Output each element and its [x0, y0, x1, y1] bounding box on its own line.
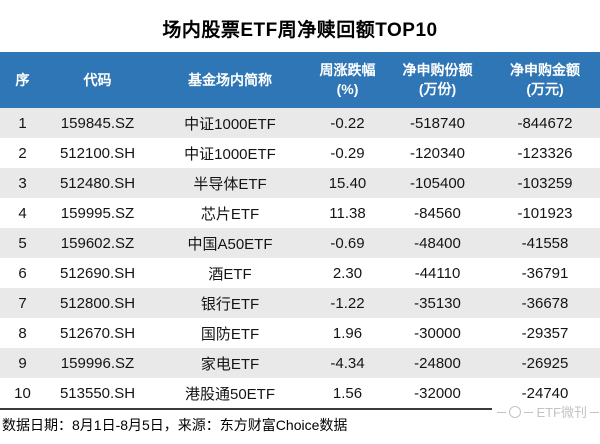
table-row: 7 512800.SH 银行ETF -1.22 -35130 -36678 [0, 288, 600, 318]
column-header-unit: (万份) [418, 81, 457, 97]
column-header-label: 净申购份额 [402, 62, 473, 78]
cell-net-amount: -36678 [521, 294, 569, 312]
cell-seq: 1 [18, 114, 27, 132]
cell-weekly-change: -0.22 [330, 114, 365, 132]
cell-code: 512670.SH [59, 324, 136, 342]
cell-net-shares: -518740 [409, 114, 466, 132]
cell-fund-name: 国防ETF [200, 325, 260, 343]
etf-weikan-logo-icon [509, 406, 522, 418]
column-header-label: 周涨跌幅 [319, 62, 376, 78]
table-row: 1 159845.SZ 中证1000ETF -0.22 -518740 -844… [0, 108, 600, 138]
table-row: 2 512100.SH 中证1000ETF -0.29 -120340 -123… [0, 138, 600, 168]
cell-seq: 8 [18, 324, 27, 342]
cell-net-shares: -24800 [414, 354, 461, 372]
cell-weekly-change: 2.30 [332, 264, 363, 282]
cell-net-shares: -30000 [414, 324, 461, 342]
cell-seq: 10 [14, 384, 31, 402]
cell-code: 513550.SH [59, 384, 136, 402]
cell-seq: 6 [18, 264, 27, 282]
footer-divider [0, 408, 600, 410]
cell-seq: 2 [18, 144, 27, 162]
watermark-etf-weikan: ETF微刊 [492, 402, 600, 422]
column-header-fund-name: 基金场内简称 [150, 52, 310, 108]
cell-net-amount: -123326 [517, 144, 573, 162]
table-row: 4 159995.SZ 芯片ETF 11.38 -84560 -101923 [0, 198, 600, 228]
cell-net-shares: -44110 [414, 264, 461, 282]
cell-code: 512800.SH [59, 294, 136, 312]
table-row: 9 159996.SZ 家电ETF -4.34 -24800 -26925 [0, 348, 600, 378]
cell-weekly-change: 15.40 [328, 174, 367, 192]
cell-fund-name: 中国A50ETF [187, 235, 273, 253]
column-header-label: 净申购金额 [510, 62, 580, 78]
table-row: 6 512690.SH 酒ETF 2.30 -44110 -36791 [0, 258, 600, 288]
cell-fund-name: 中证1000ETF [184, 145, 276, 163]
cell-code: 512100.SH [59, 144, 136, 162]
column-header-net-amount: 净申购金额 (万元) [490, 52, 600, 108]
source-note: 数据日期：8月1日-8月5日，来源：东方财富Choice数据 [2, 417, 348, 433]
cell-net-shares: -35130 [414, 294, 461, 312]
etf-table: 序 代码 基金场内简称 周涨跌幅 (%) 净申购份额 (万份) 净申购金额 (万元) … [0, 52, 600, 408]
cell-net-amount: -29357 [521, 324, 569, 342]
cell-fund-name: 家电ETF [200, 355, 260, 373]
cell-seq: 3 [18, 174, 27, 192]
dash-decoration [497, 411, 507, 413]
cell-weekly-change: -0.69 [330, 234, 365, 252]
cell-code: 159996.SZ [60, 354, 135, 372]
cell-net-shares: -32000 [414, 384, 461, 402]
table-row: 5 159602.SZ 中国A50ETF -0.69 -48400 -41558 [0, 228, 600, 258]
cell-fund-name: 芯片ETF [200, 205, 260, 223]
cell-net-amount: -101923 [517, 204, 573, 222]
cell-net-shares: -120340 [409, 144, 466, 162]
cell-code: 512690.SH [59, 264, 136, 282]
cell-fund-name: 港股通50ETF [184, 385, 275, 403]
cell-seq: 9 [18, 354, 27, 372]
table-row: 10 513550.SH 港股通50ETF 1.56 -32000 -24740 [0, 378, 600, 408]
cell-net-shares: -105400 [409, 174, 466, 192]
cell-fund-name: 银行ETF [200, 295, 260, 313]
cell-net-amount: -103259 [517, 174, 573, 192]
watermark-label: ETF微刊 [536, 404, 587, 420]
cell-weekly-change: 1.56 [332, 384, 363, 402]
column-header-code: 代码 [45, 52, 150, 108]
cell-net-amount: -41558 [521, 234, 569, 252]
column-header-net-shares: 净申购份额 (万份) [385, 52, 490, 108]
cell-code: 159845.SZ [60, 114, 135, 132]
cell-weekly-change: -1.22 [330, 294, 365, 312]
page-title: 场内股票ETF周净赎回额TOP10 [162, 20, 438, 41]
cell-net-amount: -26925 [521, 354, 569, 372]
column-header-label: 代码 [83, 71, 112, 88]
table-row: 3 512480.SH 半导体ETF 15.40 -105400 -103259 [0, 168, 600, 198]
cell-net-amount: -844672 [517, 114, 573, 132]
cell-net-shares: -48400 [414, 234, 461, 252]
column-header-seq: 序 [0, 52, 45, 108]
table-header-row: 序 代码 基金场内简称 周涨跌幅 (%) 净申购份额 (万份) 净申购金额 (万元) [0, 52, 600, 108]
cell-code: 159995.SZ [60, 204, 135, 222]
cell-fund-name: 半导体ETF [193, 175, 267, 193]
column-header-label: 基金场内简称 [188, 71, 272, 88]
column-header-unit: (万元) [526, 81, 564, 97]
cell-fund-name: 酒ETF [208, 265, 252, 283]
cell-code: 159602.SZ [60, 234, 135, 252]
column-header-weekly-change: 周涨跌幅 (%) [310, 52, 385, 108]
cell-net-shares: -84560 [414, 204, 461, 222]
cell-seq: 5 [18, 234, 27, 252]
cell-weekly-change: -4.34 [330, 354, 365, 372]
dash-decoration [524, 411, 534, 413]
cell-net-amount: -24740 [521, 384, 569, 402]
table-row: 8 512670.SH 国防ETF 1.96 -30000 -29357 [0, 318, 600, 348]
cell-seq: 4 [18, 204, 27, 222]
cell-fund-name: 中证1000ETF [184, 115, 276, 133]
cell-net-amount: -36791 [521, 264, 569, 282]
cell-weekly-change: 1.96 [332, 324, 363, 342]
column-header-unit: (%) [336, 81, 359, 97]
cell-code: 512480.SH [59, 174, 136, 192]
cell-weekly-change: 11.38 [329, 204, 366, 222]
column-header-label: 序 [15, 71, 30, 88]
cell-seq: 7 [18, 294, 27, 312]
dash-decoration [590, 411, 599, 413]
cell-weekly-change: -0.29 [330, 144, 365, 162]
